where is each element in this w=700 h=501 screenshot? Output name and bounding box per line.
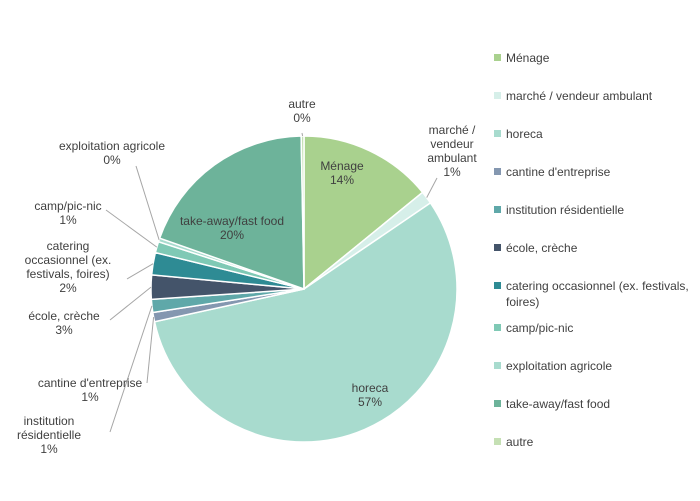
data-label-exploitation-agricole: exploitation agricole 0% [59,139,165,167]
data-label-ecole-creche: école, crèche 3% [28,309,100,337]
legend-swatch [494,92,501,99]
legend-label: catering occasionnel (ex. festivals, foir… [506,279,689,309]
leader-line-ecole-creche [109,286,152,321]
data-label-menage: Ménage 14% [320,159,364,187]
legend-swatch [494,282,501,289]
legend-swatch [494,244,501,251]
data-label-take-away-fast-food: take-away/fast food 20% [180,214,284,242]
data-label-camp-pic-nic: camp/pic-nic 1% [34,199,101,227]
legend-label: exploitation agricole [506,359,613,373]
leader-line-exploitation-agricole [135,165,160,241]
leader-line-cantine-d-entreprise [146,317,155,384]
legend-swatch [494,362,501,369]
legend-swatch [494,400,501,407]
legend-label: marché / vendeur ambulant [506,89,653,103]
legend-swatch [494,168,501,175]
data-label-autre: autre 0% [288,97,316,125]
data-label-catering-occasionnel-ex-festivals-foires: catering occasionnel (ex. festivals, foire… [25,239,112,295]
legend-swatch [494,324,501,331]
data-label-institution-residentielle: institution résidentielle 1% [17,414,81,456]
legend-swatch [494,206,501,213]
pie-slice-horeca [153,201,458,443]
legend-label: institution résidentielle [506,203,625,217]
legend-label: Ménage [506,51,550,65]
legend-label: autre [506,435,534,449]
legend-label: horeca [506,127,543,141]
data-label-marche-vendeur-ambulant: marché / vendeur ambulant 1% [427,123,477,179]
legend-swatch [494,130,501,137]
legend-label: cantine d'entreprise [506,165,611,179]
legend-label: camp/pic-nic [506,321,574,335]
leader-line-marche-vendeur-ambulant [426,177,438,198]
legend-label: école, crèche [506,241,578,255]
leader-line-institution-residentielle [109,305,153,433]
leader-line-autre [301,132,304,137]
pie-slice-take-away-fast-food [158,135,305,291]
legend-label: take-away/fast food [506,397,611,411]
data-label-horeca: horeca 57% [352,381,389,409]
leader-line-camp-pic-nic [105,209,158,248]
pie-slice-menage [303,135,424,291]
pie-slice-autre [300,135,305,290]
leader-line-catering-occasionnel-ex-festivals-foires [126,263,154,280]
data-label-cantine-d-entreprise: cantine d'entreprise 1% [38,376,143,404]
legend-swatch [494,54,501,61]
legend-swatch [494,438,501,445]
